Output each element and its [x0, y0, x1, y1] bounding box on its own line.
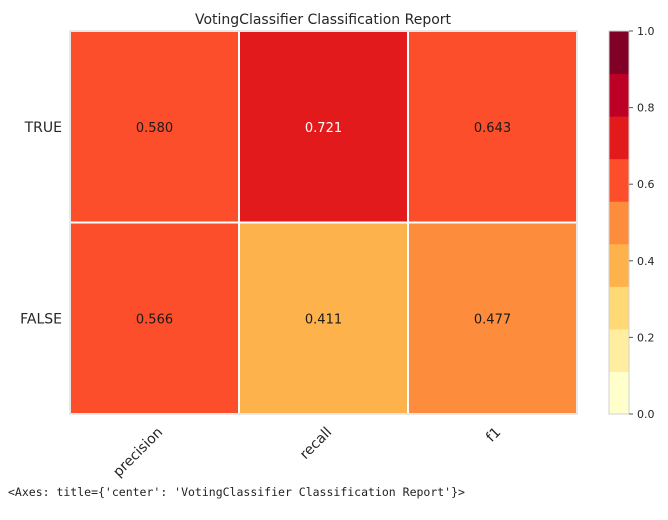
heatmap-cell — [69, 221, 240, 415]
column-label: f1 — [483, 424, 504, 445]
colorbar-segment — [609, 116, 629, 160]
cell-value-label: 0.411 — [305, 312, 342, 327]
colorbar-segment — [609, 286, 629, 330]
colorbar-tick-label: 0.0 — [637, 408, 655, 421]
colorbar-segment — [609, 158, 629, 202]
colorbar-segment — [609, 73, 629, 117]
colorbar-tick-label: 0.4 — [637, 255, 655, 268]
colorbar-segment — [609, 328, 629, 372]
colorbar-segment — [609, 243, 629, 287]
heatmap-cells: 0.580 0.721 0.643 0.566 0.411 0.477 — [69, 30, 578, 415]
colorbar-tick-label: 1.0 — [637, 25, 655, 38]
row-labels: TRUE FALSE — [20, 120, 62, 328]
colorbar-segment — [609, 31, 629, 75]
column-label: precision — [110, 424, 166, 480]
colorbar-tick-label: 0.2 — [637, 331, 655, 344]
colorbar-tick-label: 0.6 — [637, 178, 655, 191]
cell-value-label: 0.580 — [136, 121, 173, 136]
colorbar: 0.0 0.2 0.4 0.6 0.8 1.0 — [608, 25, 655, 421]
classification-report-chart: VotingClassifier Classification Report 0… — [20, 12, 655, 480]
heatmap-cell — [69, 30, 240, 224]
cell-value-label: 0.643 — [474, 121, 511, 136]
column-label: recall — [297, 424, 335, 462]
cell-value-label: 0.566 — [136, 312, 173, 327]
heatmap-cell — [238, 30, 409, 224]
row-label: FALSE — [20, 311, 62, 327]
plot-border — [69, 30, 578, 415]
column-labels: precision recall f1 — [110, 424, 504, 480]
cell-value-label: 0.477 — [474, 312, 511, 327]
colorbar-border — [608, 30, 630, 415]
chart-title: VotingClassifier Classification Report — [195, 12, 452, 28]
axes-output-text: <Axes: title={'center': 'VotingClassifie… — [8, 485, 465, 499]
colorbar-segment — [609, 201, 629, 245]
cell-value-label: 0.721 — [305, 121, 342, 136]
row-label: TRUE — [24, 120, 62, 136]
colorbar-tick-label: 0.8 — [637, 102, 655, 115]
heatmap-cell — [407, 221, 578, 415]
heatmap-cell — [238, 221, 409, 415]
colorbar-segment — [609, 371, 629, 415]
